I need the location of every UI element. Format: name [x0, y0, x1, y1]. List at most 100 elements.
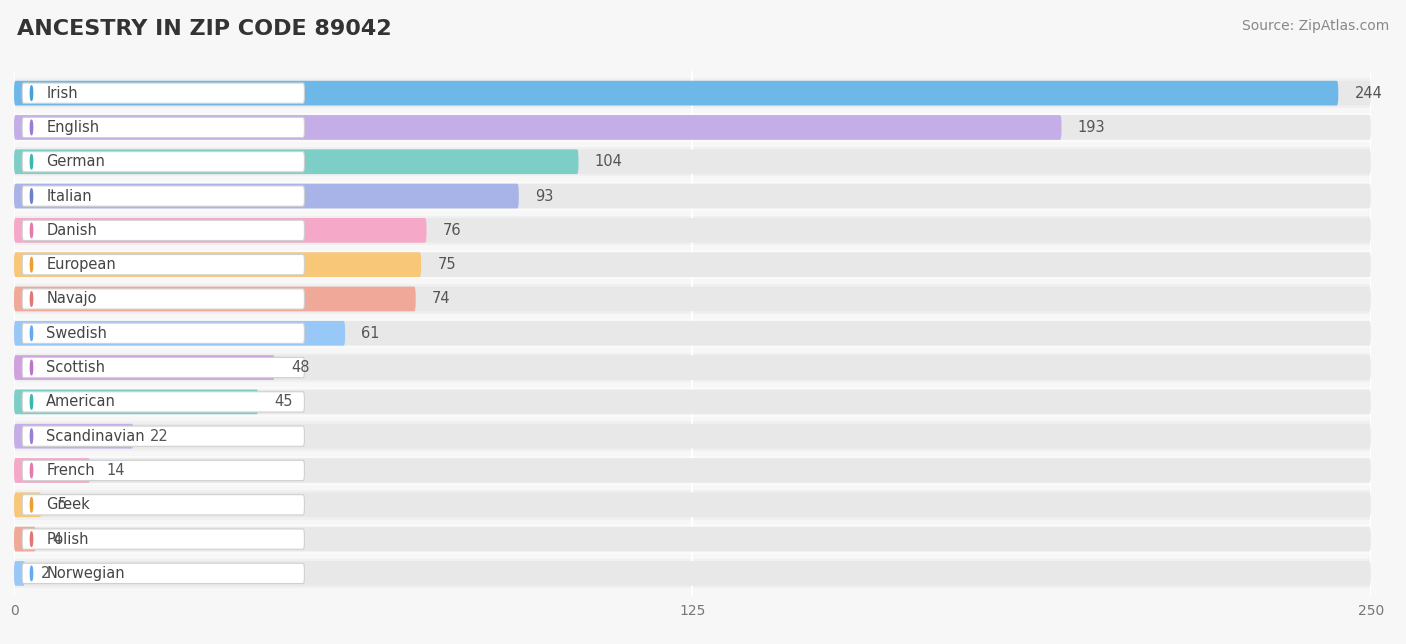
FancyBboxPatch shape: [14, 80, 1339, 106]
FancyBboxPatch shape: [22, 460, 305, 480]
FancyBboxPatch shape: [14, 458, 90, 483]
FancyBboxPatch shape: [22, 186, 305, 206]
FancyBboxPatch shape: [22, 289, 305, 309]
FancyBboxPatch shape: [22, 117, 305, 138]
Text: 22: 22: [150, 429, 169, 444]
FancyBboxPatch shape: [14, 456, 1371, 485]
FancyBboxPatch shape: [14, 561, 25, 586]
FancyBboxPatch shape: [14, 390, 259, 414]
FancyBboxPatch shape: [14, 390, 1371, 414]
Circle shape: [31, 326, 32, 341]
Circle shape: [31, 189, 32, 204]
Text: 74: 74: [432, 292, 450, 307]
FancyBboxPatch shape: [14, 353, 1371, 383]
FancyBboxPatch shape: [14, 113, 1371, 142]
Circle shape: [31, 120, 32, 135]
FancyBboxPatch shape: [14, 149, 1371, 174]
Circle shape: [31, 463, 32, 478]
Text: 48: 48: [291, 360, 309, 375]
Circle shape: [31, 292, 32, 307]
FancyBboxPatch shape: [14, 80, 1371, 106]
FancyBboxPatch shape: [22, 83, 305, 103]
Text: 76: 76: [443, 223, 461, 238]
Text: Navajo: Navajo: [46, 292, 97, 307]
Circle shape: [31, 223, 32, 238]
Text: 104: 104: [595, 155, 623, 169]
Text: French: French: [46, 463, 94, 478]
Text: Greek: Greek: [46, 497, 90, 512]
FancyBboxPatch shape: [14, 561, 1371, 586]
FancyBboxPatch shape: [14, 287, 1371, 311]
Circle shape: [31, 258, 32, 272]
FancyBboxPatch shape: [22, 564, 305, 583]
FancyBboxPatch shape: [14, 493, 1371, 517]
FancyBboxPatch shape: [14, 182, 1371, 211]
Text: 193: 193: [1078, 120, 1105, 135]
FancyBboxPatch shape: [14, 524, 1371, 554]
FancyBboxPatch shape: [14, 387, 1371, 417]
Text: Italian: Italian: [46, 189, 91, 204]
Text: European: European: [46, 257, 115, 272]
FancyBboxPatch shape: [14, 147, 1371, 176]
FancyBboxPatch shape: [14, 284, 1371, 314]
FancyBboxPatch shape: [14, 321, 344, 346]
Text: Danish: Danish: [46, 223, 97, 238]
Text: Polish: Polish: [46, 531, 89, 547]
FancyBboxPatch shape: [22, 426, 305, 446]
Circle shape: [31, 566, 32, 581]
FancyBboxPatch shape: [14, 287, 416, 311]
FancyBboxPatch shape: [14, 458, 1371, 483]
Text: 2: 2: [41, 566, 51, 581]
Text: Scandinavian: Scandinavian: [46, 429, 145, 444]
Circle shape: [31, 360, 32, 375]
Text: 61: 61: [361, 326, 380, 341]
FancyBboxPatch shape: [14, 421, 1371, 451]
FancyBboxPatch shape: [14, 115, 1371, 140]
FancyBboxPatch shape: [14, 115, 1062, 140]
FancyBboxPatch shape: [22, 392, 305, 412]
Circle shape: [31, 395, 32, 409]
Text: 14: 14: [107, 463, 125, 478]
FancyBboxPatch shape: [14, 424, 134, 448]
FancyBboxPatch shape: [14, 319, 1371, 348]
Text: Scottish: Scottish: [46, 360, 105, 375]
FancyBboxPatch shape: [22, 495, 305, 515]
Circle shape: [31, 498, 32, 512]
Text: English: English: [46, 120, 100, 135]
FancyBboxPatch shape: [14, 184, 1371, 209]
FancyBboxPatch shape: [14, 355, 274, 380]
FancyBboxPatch shape: [14, 218, 426, 243]
FancyBboxPatch shape: [14, 558, 1371, 588]
FancyBboxPatch shape: [22, 357, 305, 377]
FancyBboxPatch shape: [14, 149, 578, 174]
Circle shape: [31, 532, 32, 546]
FancyBboxPatch shape: [14, 527, 35, 551]
FancyBboxPatch shape: [14, 424, 1371, 448]
Text: Norwegian: Norwegian: [46, 566, 125, 581]
Text: 75: 75: [437, 257, 456, 272]
FancyBboxPatch shape: [14, 252, 1371, 277]
FancyBboxPatch shape: [14, 355, 1371, 380]
Text: 45: 45: [274, 394, 292, 410]
Text: 5: 5: [58, 497, 66, 512]
Circle shape: [31, 155, 32, 169]
FancyBboxPatch shape: [14, 79, 1371, 108]
Text: Source: ZipAtlas.com: Source: ZipAtlas.com: [1241, 19, 1389, 33]
FancyBboxPatch shape: [22, 220, 305, 240]
Text: Irish: Irish: [46, 86, 77, 100]
FancyBboxPatch shape: [14, 216, 1371, 245]
FancyBboxPatch shape: [14, 493, 41, 517]
FancyBboxPatch shape: [22, 529, 305, 549]
FancyBboxPatch shape: [14, 218, 1371, 243]
FancyBboxPatch shape: [14, 184, 519, 209]
Text: 4: 4: [52, 531, 62, 547]
Circle shape: [31, 429, 32, 444]
Text: American: American: [46, 394, 117, 410]
FancyBboxPatch shape: [22, 323, 305, 343]
FancyBboxPatch shape: [14, 527, 1371, 551]
FancyBboxPatch shape: [14, 252, 422, 277]
Circle shape: [31, 86, 32, 100]
FancyBboxPatch shape: [14, 250, 1371, 279]
Text: ANCESTRY IN ZIP CODE 89042: ANCESTRY IN ZIP CODE 89042: [17, 19, 391, 39]
FancyBboxPatch shape: [22, 151, 305, 172]
